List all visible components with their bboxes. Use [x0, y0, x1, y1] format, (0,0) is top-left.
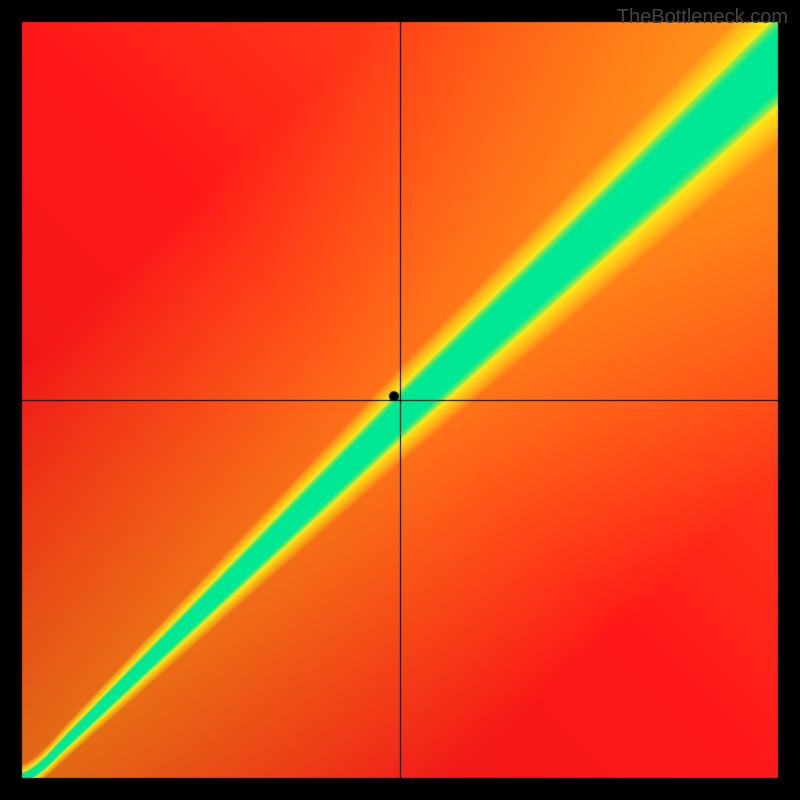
watermark-text: TheBottleneck.com — [617, 6, 788, 29]
bottleneck-heatmap — [0, 0, 800, 800]
chart-container: TheBottleneck.com — [0, 0, 800, 800]
